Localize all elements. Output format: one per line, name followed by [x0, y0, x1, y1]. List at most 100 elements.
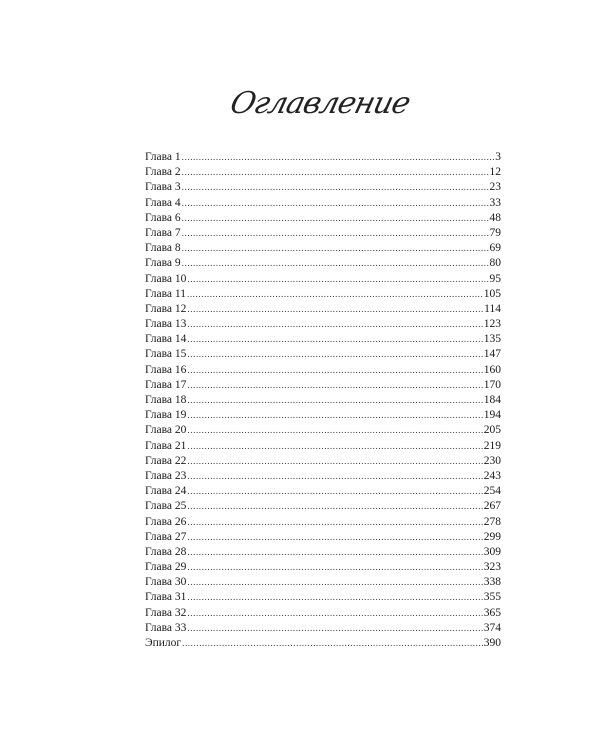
dot-leader	[182, 226, 489, 241]
toc-entry-page: 299	[483, 530, 501, 543]
toc-entry: Глава 4 33	[145, 196, 501, 211]
dot-leader	[187, 590, 482, 605]
toc-entry-label: Глава 11	[145, 287, 186, 300]
toc-entry-label: Глава 30	[145, 576, 187, 589]
toc-entry: Глава 3 23	[145, 180, 501, 195]
dot-leader	[187, 469, 482, 484]
dot-leader	[187, 347, 482, 362]
toc-entry-page: 170	[483, 378, 501, 391]
toc-entry: Глава 9 80	[145, 256, 501, 271]
toc-entry-label: Глава 10	[145, 272, 187, 285]
dot-leader	[187, 439, 482, 454]
dot-leader	[187, 378, 482, 393]
toc-entry: Глава 12 114	[145, 302, 501, 317]
toc-entry: Глава 32 365	[145, 606, 501, 621]
toc-entry: Глава 15 147	[145, 347, 501, 362]
toc-entry-page: 194	[483, 409, 501, 422]
dot-leader	[187, 317, 482, 332]
toc-entry-label: Глава 21	[145, 439, 187, 452]
toc-entry-label: Глава 28	[145, 545, 187, 558]
toc-entry-page: 355	[483, 591, 501, 604]
toc-entry-page: 309	[483, 545, 501, 558]
dot-leader	[187, 287, 483, 302]
toc-entry: Глава 23 243	[145, 469, 501, 484]
toc-entry-label: Глава 7	[145, 226, 181, 239]
toc-entry-page: 114	[484, 302, 501, 315]
toc-entry-page: 123	[483, 318, 501, 331]
toc-entry-page: 230	[483, 454, 501, 467]
toc-entry-page: 278	[483, 515, 501, 528]
toc-entry: Глава 16 160	[145, 363, 501, 378]
toc-entry-label: Глава 22	[145, 454, 187, 467]
toc-entry: Глава 19 194	[145, 408, 501, 423]
dot-leader	[187, 408, 482, 423]
dot-leader	[187, 423, 482, 438]
toc-entry-label: Глава 18	[145, 394, 187, 406]
dot-leader	[182, 241, 489, 256]
toc-entry: Глава 33 374	[145, 621, 501, 636]
dot-leader	[187, 606, 482, 621]
toc-entry-page: 390	[483, 637, 501, 649]
toc-entry-label: Глава 20	[145, 424, 187, 437]
toc-entry: Глава 1 3	[145, 150, 501, 165]
toc-entry-page: 323	[483, 561, 501, 574]
dot-leader	[182, 150, 495, 165]
toc-entry: Глава 30 338	[145, 575, 501, 590]
toc-entry-label: Глава 14	[145, 333, 187, 346]
toc-entry: Глава 29 323	[145, 560, 501, 575]
toc-entry-label: Глава 8	[145, 242, 181, 255]
toc-entry-page: 48	[489, 211, 502, 224]
toc-entry-label: Глава 26	[145, 515, 187, 528]
dot-leader	[187, 484, 482, 499]
toc-entry-page: 80	[489, 257, 502, 270]
toc-entry: Глава 22 230	[145, 454, 501, 469]
toc-entry-label: Глава 23	[145, 469, 187, 482]
toc-entry-page: 374	[483, 621, 501, 634]
toc-entry-page: 33	[489, 196, 502, 209]
toc-entry: Эпилог 390	[145, 636, 501, 651]
dot-leader	[187, 530, 482, 545]
dot-leader	[187, 393, 482, 408]
toc-entry-label: Глава 13	[145, 318, 187, 331]
toc-entry-label: Глава 25	[145, 500, 187, 513]
toc-entry-page: 243	[483, 469, 501, 482]
toc-entry-page: 95	[489, 272, 502, 285]
page-title: Оглавление	[226, 86, 414, 121]
toc-entry-page: 205	[483, 424, 501, 437]
toc-entry: Глава 6 48	[145, 211, 501, 226]
toc-entry-page: 338	[483, 576, 501, 589]
toc-entry-label: Глава 27	[145, 530, 187, 543]
dot-leader	[187, 515, 482, 530]
toc-entry: Глава 13 123	[145, 317, 501, 332]
toc-entry-label: Глава 19	[145, 409, 187, 422]
toc-entry: Глава 25 267	[145, 499, 501, 514]
dot-leader	[182, 256, 489, 271]
toc-entry-page: 219	[483, 439, 501, 452]
toc-entry-page: 184	[483, 394, 501, 406]
toc-entry-label: Эпилог	[145, 637, 182, 649]
toc-entry-label: Глава 33	[145, 621, 187, 634]
dot-leader	[187, 363, 482, 378]
dot-leader	[182, 165, 489, 180]
toc-entry: Глава 14 135	[145, 332, 501, 347]
toc-entry-label: Глава 9	[145, 257, 181, 270]
dot-leader	[187, 499, 482, 514]
toc-entry-label: Глава 32	[145, 606, 187, 619]
toc-entry-label: Глава 4	[145, 196, 181, 209]
toc-entry-page: 135	[483, 333, 501, 346]
dot-leader	[187, 621, 482, 636]
dot-leader	[187, 545, 482, 560]
toc-entry-label: Глава 16	[145, 363, 187, 376]
toc-entry: Глава 18 184	[145, 393, 501, 408]
toc-entry-page: 105	[483, 287, 501, 300]
toc-entry: Глава 28 309	[145, 545, 501, 560]
dot-leader	[187, 272, 488, 287]
dot-leader	[187, 302, 483, 317]
toc-entry-label: Глава 3	[145, 181, 181, 194]
toc-entry-label: Глава 24	[145, 485, 187, 498]
toc-entry: Глава 26 278	[145, 515, 501, 530]
toc-entry-label: Глава 12	[145, 302, 187, 315]
toc-entry-label: Глава 2	[145, 166, 181, 179]
dot-leader	[182, 636, 483, 651]
